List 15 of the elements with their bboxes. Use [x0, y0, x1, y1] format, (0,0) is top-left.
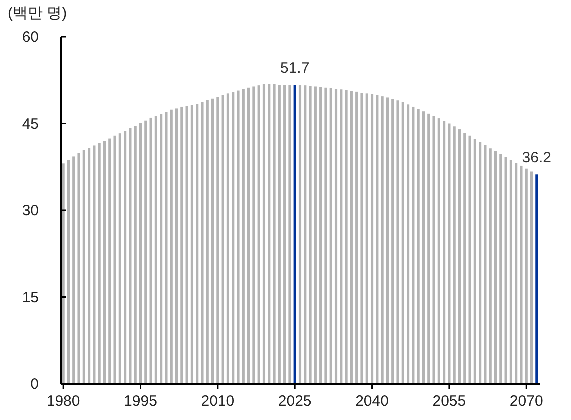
x-tick-label: 2025 [278, 393, 312, 410]
x-tick-label: 2070 [510, 393, 544, 410]
data-label: 36.2 [522, 150, 552, 167]
y-tick-label: 45 [22, 116, 39, 133]
data-label: 51.7 [280, 60, 310, 77]
y-tick-label: 60 [22, 29, 39, 46]
y-tick-label: 30 [22, 202, 39, 220]
x-tick-label: 1980 [46, 393, 80, 410]
y-tick-label: 0 [30, 376, 39, 393]
x-tick-label: 1995 [124, 393, 158, 410]
y-tick-label: 15 [22, 289, 39, 306]
y-axis-title: (백만 명) [8, 5, 68, 22]
x-tick-label: 2055 [432, 393, 466, 410]
x-tick-label: 2040 [356, 393, 389, 410]
x-tick-label: 2010 [201, 393, 235, 410]
